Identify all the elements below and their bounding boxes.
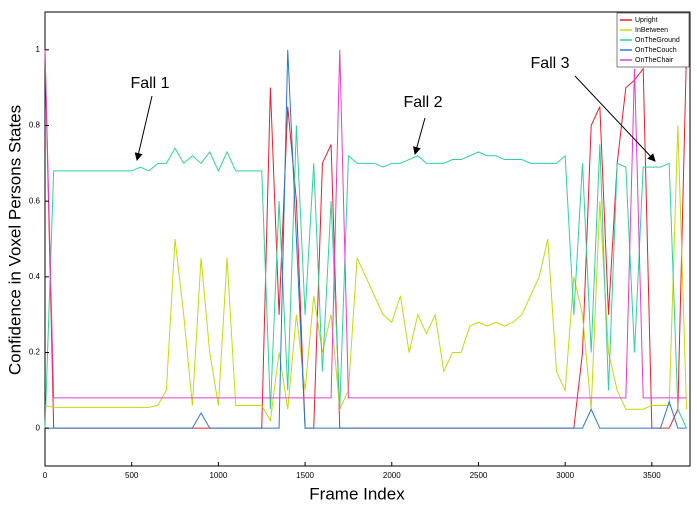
x-tick-label: 500 — [125, 471, 139, 480]
legend-label: OnTheCouch — [635, 47, 677, 54]
annotation-arrow — [134, 95, 153, 161]
x-tick-label: 2000 — [383, 471, 401, 480]
series-line — [44, 125, 687, 429]
legend-label: OnTheChair — [635, 57, 674, 64]
annotation: Fall 2 — [403, 94, 442, 111]
annotation-arrow — [413, 117, 426, 155]
x-tick-label: 1000 — [209, 471, 227, 480]
y-tick-label: 0.8 — [29, 121, 41, 130]
series-line — [44, 125, 688, 423]
legend-label: Upright — [635, 17, 658, 24]
legend-label: OnTheGround — [635, 37, 680, 44]
annotation: Fall 1 — [130, 75, 169, 92]
series-line — [45, 49, 687, 429]
annotation-arrow — [574, 75, 656, 162]
y-axis-label: Confidence in Voxel Persons States — [5, 105, 24, 375]
x-axis-label: Frame Index — [309, 484, 405, 503]
x-tick-label: 3000 — [556, 471, 574, 480]
y-tick-label: 0.6 — [29, 196, 41, 205]
y-tick-label: 0.4 — [29, 272, 41, 281]
y-tick-label: 0.2 — [29, 348, 41, 357]
x-tick-label: 3500 — [643, 471, 661, 480]
plot-area — [44, 11, 691, 467]
y-tick-label: 1 — [36, 45, 41, 54]
series-line — [44, 49, 687, 399]
annotation: Fall 3 — [530, 55, 569, 72]
legend-label: InBetween — [635, 27, 668, 34]
x-tick-label: 0 — [43, 471, 48, 480]
x-tick-label: 2500 — [470, 471, 488, 480]
x-tick-label: 1500 — [296, 471, 314, 480]
y-tick-label: 0 — [36, 423, 41, 432]
